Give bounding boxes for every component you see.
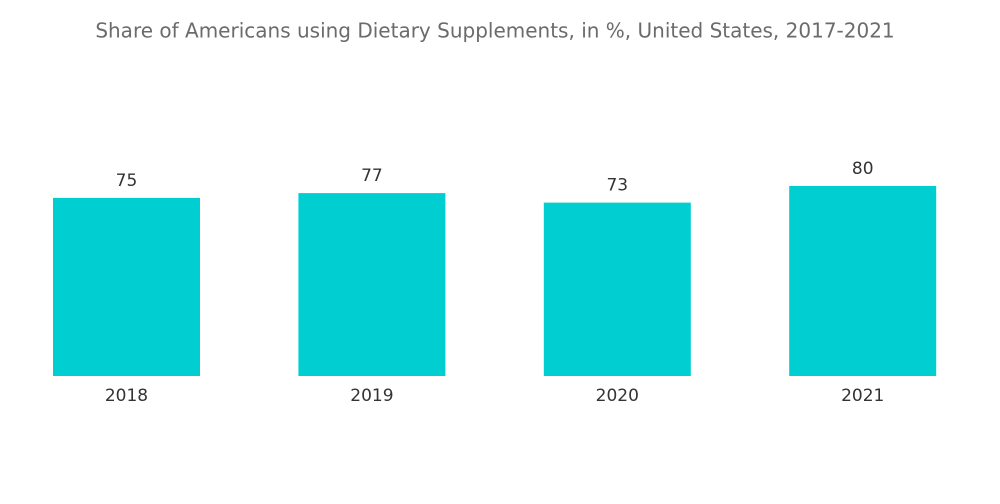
x-tick-label: 2020 bbox=[596, 386, 639, 406]
bar bbox=[543, 202, 691, 376]
value-label: 75 bbox=[116, 171, 138, 191]
x-tick-label: 2019 bbox=[350, 386, 393, 406]
x-tick-label: 2021 bbox=[841, 386, 884, 406]
value-label: 73 bbox=[606, 176, 628, 196]
chart-title: Share of Americans using Dietary Supplem… bbox=[95, 19, 894, 43]
bar bbox=[53, 197, 200, 376]
bar bbox=[298, 193, 446, 376]
value-label: 77 bbox=[361, 166, 383, 186]
value-label: 80 bbox=[852, 159, 874, 179]
x-tick-label: 2018 bbox=[105, 386, 148, 406]
bar bbox=[789, 186, 937, 376]
